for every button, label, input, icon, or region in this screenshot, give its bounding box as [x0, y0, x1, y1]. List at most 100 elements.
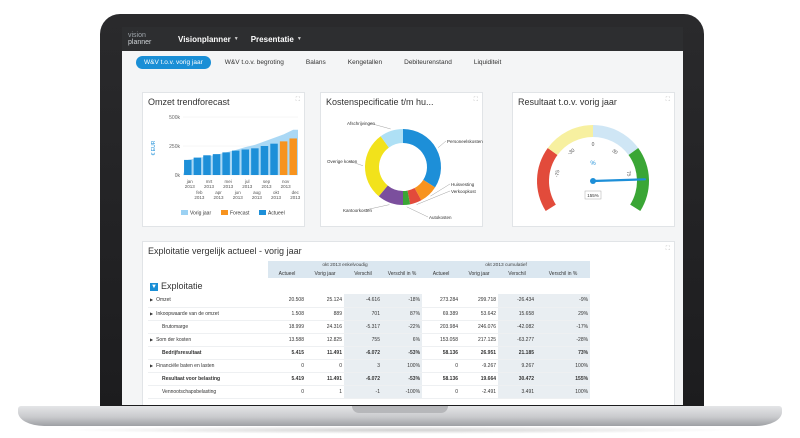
- column-header: Actueel: [422, 269, 461, 278]
- table-cell: 20.508: [268, 294, 306, 308]
- table-row: ▶ Inkoopwaarde van de omzet 1.508 889 701 87%…: [148, 307, 591, 321]
- table-cell: 11.491: [306, 371, 344, 386]
- slice-personeelskosten: [403, 129, 441, 188]
- table-cell: -17%: [536, 320, 591, 334]
- slice-autokosten: [403, 190, 411, 205]
- slice-label: Personeelskosten: [447, 139, 483, 144]
- x-tick-label: 2013: [223, 184, 234, 189]
- app-header: vision planner Visionplanner ▼ Presentati…: [122, 27, 683, 51]
- row-label-text: Omzet: [156, 297, 171, 304]
- expand-row-icon[interactable]: ▶: [150, 336, 154, 342]
- collapse-icon[interactable]: ▼: [150, 282, 158, 291]
- expand-row-icon[interactable]: ▶: [150, 310, 154, 316]
- row-label[interactable]: ▶ Inkoopwaarde van de omzet: [148, 307, 268, 321]
- row-label-text: Vennootschapsbelasting: [162, 388, 217, 395]
- gauge-value-box: [584, 190, 602, 200]
- row-label-text: Som der kosten: [156, 336, 192, 343]
- tab-debiteurenstand[interactable]: Debiteurenstand: [404, 58, 452, 66]
- slice-label: Overige kosten: [327, 159, 358, 164]
- table-cell: 1.508: [268, 307, 306, 321]
- section-label: Exploitatie: [161, 281, 203, 291]
- column-header: Verschil in %: [382, 269, 423, 278]
- table-cell: 203.984: [422, 320, 461, 334]
- table-cell: 217.125: [460, 333, 499, 347]
- menu-visionplanner[interactable]: Visionplanner ▼: [178, 34, 239, 44]
- table-cell: 3.491: [498, 385, 537, 399]
- row-label[interactable]: ▶ Financiële baten en lasten: [148, 359, 268, 373]
- row-label[interactable]: ▶ Omzet: [148, 294, 268, 308]
- row-label: Resultaat voor belasting: [148, 371, 268, 386]
- table-cell: -63.277: [498, 333, 537, 347]
- gauge-band: [547, 125, 593, 156]
- x-tick-label: jan: [186, 179, 194, 184]
- tab-wv-vorig-jaar[interactable]: W&V t.o.v. vorig jaar: [136, 55, 211, 69]
- table-cell: 155%: [536, 371, 591, 386]
- tab-kengetallen[interactable]: Kengetallen: [347, 58, 383, 66]
- expand-icon[interactable]: ⛶: [295, 97, 300, 103]
- row-label[interactable]: ▶ Som der kosten: [148, 333, 268, 347]
- x-tick-label: 2013: [271, 195, 282, 200]
- table-cell: 13.588: [268, 333, 306, 347]
- expand-icon[interactable]: ⛶: [665, 246, 670, 252]
- table-cell: 755: [344, 333, 382, 347]
- result-card: Resultaat t.o.v. vorig jaar ⛶ -75 -30 0 30 7…: [512, 92, 675, 227]
- expand-row-icon[interactable]: ▶: [150, 362, 154, 368]
- expand-icon[interactable]: ⛶: [473, 97, 478, 103]
- table-cell: 69.389: [422, 307, 461, 321]
- label-connector: [437, 140, 447, 148]
- label-connector: [416, 190, 451, 205]
- tab-liquiditeit[interactable]: Liquiditeit: [473, 58, 502, 66]
- x-tick-label: 2013: [233, 195, 244, 200]
- table-cell: 299.718: [460, 294, 499, 308]
- x-tick-label: jul: [244, 179, 250, 184]
- bar-sep: [260, 146, 269, 175]
- row-label-text: Brutomarge: [162, 323, 189, 330]
- expand-row-icon[interactable]: ▶: [150, 297, 154, 303]
- x-tick-label: nov: [282, 179, 290, 184]
- gauge-tick-label: 0: [592, 142, 595, 148]
- table-cell: 153.058: [422, 333, 461, 347]
- table-cell: 0: [268, 385, 306, 399]
- bar-mrt: [203, 155, 211, 175]
- x-tick-label: feb: [196, 190, 203, 195]
- gauge-tick-label: 30: [611, 148, 619, 156]
- y-tick-label: 500k: [169, 115, 180, 121]
- tab-balans[interactable]: Balans: [305, 58, 326, 66]
- table-cell: 1: [306, 385, 344, 399]
- bar-jul: [241, 149, 250, 175]
- table-cell: 26.951: [460, 345, 499, 360]
- bar-dec: [289, 138, 297, 175]
- table-cell: -100%: [382, 385, 423, 399]
- menu-presentatie[interactable]: Presentatie ▼: [250, 34, 302, 44]
- x-tick-label: dec: [292, 190, 300, 195]
- x-tick-label: 2013: [194, 195, 205, 200]
- table-cell: 5.415: [268, 345, 306, 360]
- table-cell: 0: [422, 385, 461, 399]
- label-connector: [364, 204, 390, 211]
- slice-label: Huisvesting: [451, 182, 475, 187]
- table-cell: 0: [306, 359, 344, 373]
- laptop-shadow: [60, 426, 740, 434]
- table-cell: 701: [344, 307, 382, 321]
- slice-afschrijvingen: [380, 129, 403, 148]
- x-tick-label: 2013: [204, 184, 215, 189]
- section-header-exploitatie[interactable]: ▼ Exploitatie: [148, 278, 590, 294]
- table-cell: 100%: [536, 385, 591, 399]
- column-header: Vorig jaar: [460, 269, 499, 278]
- row-label: Bedrijfsresultaat: [148, 345, 268, 360]
- expand-icon[interactable]: ⛶: [665, 97, 670, 103]
- table-cell: 29%: [536, 307, 591, 321]
- table-cell: -9%: [536, 294, 591, 308]
- row-label-text: Inkoopwaarde van de omzet: [156, 310, 219, 317]
- visionplanner-logo[interactable]: vision planner: [128, 32, 152, 46]
- table-cell: 246.076: [460, 320, 499, 334]
- gauge-tick-label: -30: [567, 147, 577, 156]
- exploitatie-title: Exploitatie vergelijk actueel - vorig ja…: [148, 246, 302, 256]
- series-area-vorig-jaar: [183, 129, 298, 175]
- tab-wv-begroting[interactable]: W&V t.o.v. begroting: [224, 58, 284, 66]
- gauge-hub: [590, 178, 596, 184]
- laptop-notch: [352, 406, 448, 413]
- x-tick-label: 2013: [214, 195, 225, 200]
- laptop-base: [18, 406, 782, 426]
- bar-jun: [231, 150, 240, 175]
